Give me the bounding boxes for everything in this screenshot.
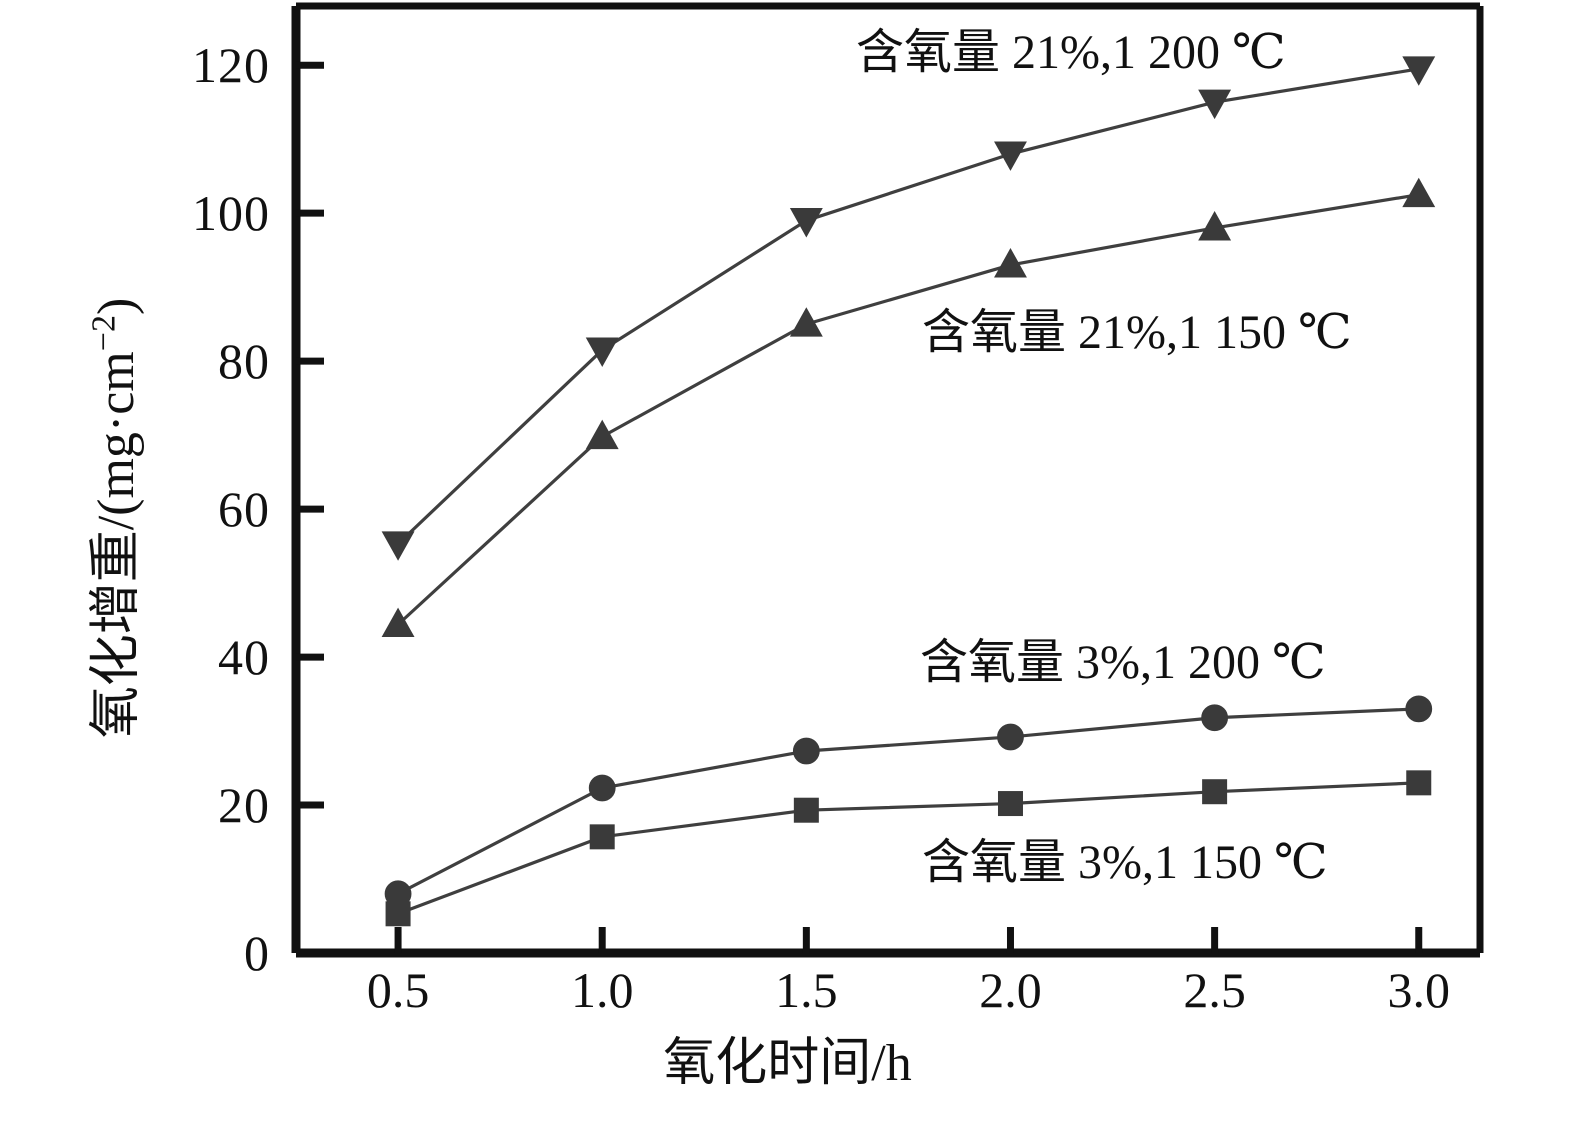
series-label-21pct-1150c: 含氧量 21%,1 150 ℃ (922, 306, 1352, 359)
series-label-21pct-1200c: 含氧量 21%,1 200 ℃ (856, 26, 1286, 79)
y-axis-title-exponent: −2 (85, 315, 123, 352)
data-point-triangle-down (994, 141, 1027, 171)
series-3 (385, 770, 1432, 927)
data-point-square (793, 797, 819, 823)
data-series-group (381, 56, 1436, 927)
data-point-circle (997, 723, 1024, 751)
data-point-triangle-down (381, 531, 415, 561)
y-tick-label: 20 (218, 777, 270, 834)
y-axis-title: 氧化增重/(mg·cm−2) (85, 188, 145, 848)
y-tick-label: 40 (218, 629, 270, 686)
x-axis-title: 氧化时间/h (663, 1035, 912, 1092)
x-tick-label: 1.5 (775, 962, 838, 1018)
series-line (397, 707, 1419, 896)
data-point-square (589, 824, 615, 850)
series-line (396, 67, 1420, 546)
data-point-triangle-up (1402, 177, 1436, 208)
x-axis-ticks (394, 927, 1423, 953)
series-0 (381, 56, 1436, 561)
data-point-square (385, 901, 411, 927)
plot-frame (291, 2, 1484, 958)
y-tick-label: 0 (244, 925, 270, 981)
series-line (397, 781, 1419, 916)
y-tick-label: 60 (218, 481, 270, 538)
y-tick-label: 100 (192, 185, 270, 242)
data-point-square (1202, 779, 1228, 805)
x-tick-label: 1.0 (570, 962, 634, 1018)
data-point-triangle-up (381, 607, 415, 638)
x-tick-label: 0.5 (366, 962, 430, 1018)
data-point-circle (588, 774, 616, 802)
data-point-triangle-up (1198, 211, 1232, 241)
data-point-triangle-down (1402, 56, 1436, 86)
data-point-triangle-up (994, 248, 1027, 278)
y-tick-label: 80 (218, 333, 270, 390)
y-tick-label: 120 (192, 37, 270, 94)
series-label-3pct-1200c: 含氧量 3%,1 200 ℃ (920, 636, 1326, 689)
y-axis-title-main: 氧化增重/(mg·cm (88, 351, 145, 739)
series-line (396, 193, 1420, 626)
data-point-circle (1201, 704, 1229, 732)
data-point-triangle-down (1198, 89, 1232, 120)
series-1 (381, 177, 1436, 638)
data-point-triangle-down (789, 208, 823, 238)
series-label-3pct-1150c: 含氧量 3%,1 150 ℃ (922, 836, 1328, 889)
x-tick-label: 2.0 (979, 962, 1042, 1018)
x-tick-label: 3.0 (1387, 962, 1451, 1018)
y-axis-ticks (296, 61, 324, 809)
data-point-circle (792, 737, 820, 765)
series-2 (384, 695, 1433, 908)
data-point-triangle-up (789, 307, 823, 337)
data-point-triangle-down (585, 337, 619, 367)
data-point-square (997, 791, 1023, 817)
data-point-square (1406, 770, 1432, 796)
x-tick-label: 2.5 (1183, 962, 1246, 1018)
data-point-circle (1405, 695, 1433, 723)
y-axis-title-tail: ) (88, 297, 145, 316)
data-point-triangle-up (585, 419, 619, 450)
